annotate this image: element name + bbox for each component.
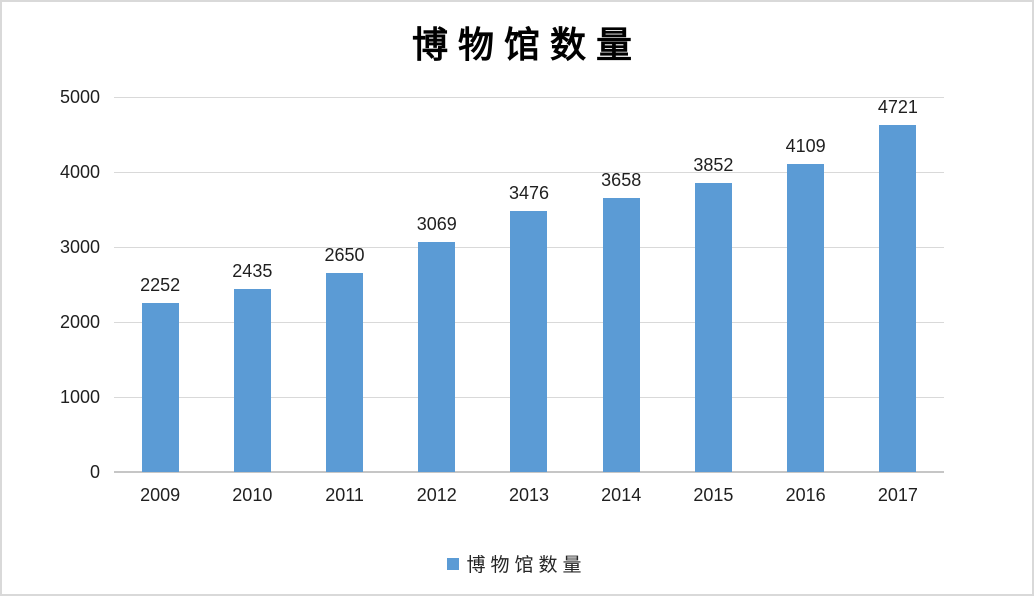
legend-swatch-icon — [447, 557, 460, 570]
x-axis-line — [114, 471, 944, 473]
bar-value-label: 3476 — [508, 183, 549, 204]
bar-value-label: 2650 — [324, 245, 365, 266]
bars-container: 2252 2435 2650 3069 3476 3658 3852 4109 4721 — [114, 97, 944, 472]
x-tick-label: 2012 — [416, 485, 457, 505]
bar-slot: 3658 — [575, 97, 667, 472]
bar — [694, 183, 732, 472]
bar — [510, 211, 548, 472]
bar-value-label: 4109 — [785, 135, 826, 156]
bar — [602, 197, 640, 472]
bar-slot: 3852 — [667, 97, 759, 472]
bar-slot: 3069 — [391, 97, 483, 472]
bar-slot: 3476 — [483, 97, 575, 472]
legend-label: 博物馆数量 — [466, 555, 587, 576]
bar — [787, 163, 825, 472]
bar-slot: 4109 — [760, 97, 852, 472]
bar-value-label: 4721 — [877, 97, 918, 117]
y-axis-labels: 0 1000 2000 3000 4000 5000 — [36, 87, 100, 482]
bar-slot: 2650 — [298, 97, 390, 472]
bar — [233, 289, 271, 472]
y-tick-label: 2000 — [59, 312, 100, 332]
x-tick-label: 2009 — [140, 485, 181, 505]
bar — [141, 303, 179, 472]
bar-value-label: 3852 — [693, 155, 734, 176]
x-tick-label: 2017 — [877, 485, 918, 505]
chart-title: 博物馆数量 — [411, 24, 642, 66]
bar — [326, 273, 364, 472]
gridline — [114, 97, 944, 98]
bar — [879, 125, 917, 472]
x-tick-label: 2015 — [693, 485, 734, 505]
bar-slot: 2252 — [114, 97, 206, 472]
legend: 博物馆数量 — [2, 550, 1032, 577]
y-tick-label: 4000 — [59, 162, 100, 182]
x-tick-label: 2014 — [601, 485, 642, 505]
gridline — [114, 172, 944, 173]
bar-slot: 2435 — [206, 97, 298, 472]
x-tick-label: 2011 — [325, 485, 364, 505]
x-tick-label: 2010 — [232, 485, 273, 505]
x-tick-label: 2016 — [785, 485, 826, 505]
bar-slot: 4721 — [852, 97, 944, 472]
bar-value-label: 3658 — [601, 169, 642, 190]
x-axis-labels: 2009 2010 2011 2012 2013 2014 2015 2016 2017 — [114, 485, 944, 506]
y-tick-label: 5000 — [59, 87, 100, 107]
y-tick-label: 0 — [89, 462, 100, 482]
y-tick-label: 1000 — [59, 387, 100, 407]
bar — [418, 241, 456, 472]
plot-area: 2252 2435 2650 3069 3476 3658 3852 4109 4721 — [114, 97, 944, 473]
bar-value-label: 2435 — [232, 261, 273, 282]
y-tick-label: 3000 — [59, 237, 100, 257]
x-tick-label: 2013 — [508, 485, 549, 505]
bar-value-label: 3069 — [416, 213, 457, 234]
bar-value-label: 2252 — [140, 275, 181, 296]
